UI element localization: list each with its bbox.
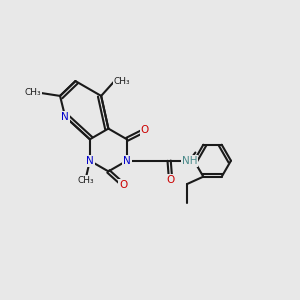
- Text: O: O: [141, 125, 149, 135]
- Text: NH: NH: [182, 156, 197, 166]
- Text: CH₃: CH₃: [77, 176, 94, 184]
- Text: CH₃: CH₃: [25, 88, 42, 98]
- Text: O: O: [167, 175, 175, 185]
- Text: N: N: [86, 156, 94, 166]
- Text: O: O: [119, 180, 128, 190]
- Text: CH₃: CH₃: [114, 76, 130, 85]
- Text: N: N: [123, 156, 131, 166]
- Text: N: N: [61, 112, 69, 122]
